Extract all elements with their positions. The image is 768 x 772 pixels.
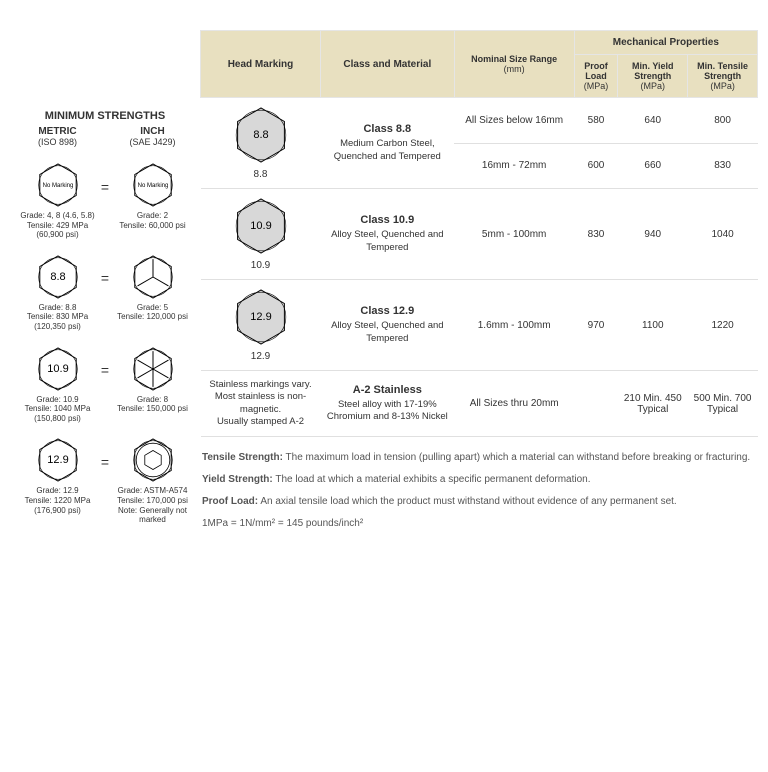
yield-cell: 1100 — [618, 280, 688, 371]
inch-info: Grade: 8Tensile: 150,000 psi — [107, 395, 198, 424]
definitions: Tensile Strength: The maximum load in te… — [200, 447, 758, 543]
metric-info: Grade: 10.9Tensile: 1040 MPa(150,800 psi… — [12, 395, 103, 424]
inch-sub: (SAE J429) — [129, 137, 175, 147]
yield-cell: 660 — [618, 143, 688, 189]
head-marking-cell: 8.88.8 — [201, 98, 321, 189]
strength-table: Head Marking Class and Material Nominal … — [200, 30, 758, 437]
class-cell: Class 12.9Alloy Steel, Quenched and Temp… — [321, 280, 455, 371]
metric-hex-icon: No Marking — [20, 162, 95, 211]
head-marking-cell: Stainless markings vary. Most stainless … — [201, 371, 321, 437]
left-column: MINIMUM STRENGTHS METRIC (ISO 898) INCH … — [10, 30, 200, 525]
def-tensile-text: The maximum load in tension (pulling apa… — [283, 452, 750, 463]
svg-text:No Marking: No Marking — [137, 183, 168, 189]
svg-text:10.9: 10.9 — [47, 363, 68, 375]
right-column: Head Marking Class and Material Nominal … — [200, 30, 758, 543]
tensile-cell: 1040 — [688, 189, 758, 280]
metric-hex-icon: 12.9 — [20, 437, 95, 486]
tensile-cell: 500 Min. 700 Typical — [688, 371, 758, 437]
info-pair: Grade: 10.9Tensile: 1040 MPa(150,800 psi… — [10, 395, 200, 424]
hex-pair: 10.9 = — [10, 346, 200, 395]
yield-cell: 640 — [618, 98, 688, 144]
tensile-cell: 830 — [688, 143, 758, 189]
th-yield: Min. Yield Strength(MPa) — [618, 55, 688, 98]
left-title: MINIMUM STRENGTHS — [10, 110, 200, 122]
info-pair: Grade: 8.8Tensile: 830 MPa(120,350 psi) … — [10, 303, 200, 332]
svg-text:12.9: 12.9 — [47, 454, 68, 466]
svg-text:10.9: 10.9 — [250, 220, 271, 232]
size-cell: 5mm - 100mm — [454, 189, 574, 280]
def-proof-label: Proof Load: — [202, 496, 258, 507]
metric-hex-icon: 10.9 — [20, 346, 95, 395]
def-yield-text: The load at which a material exhibits a … — [273, 474, 591, 485]
class-cell: A-2 StainlessSteel alloy with 17-19% Chr… — [321, 371, 455, 437]
equals-sign: = — [95, 270, 115, 286]
size-cell: 16mm - 72mm — [454, 143, 574, 189]
hex-pair: 8.8 = — [10, 254, 200, 303]
equals-sign: = — [95, 179, 115, 195]
proof-cell: 970 — [574, 280, 618, 371]
metric-info: Grade: 8.8Tensile: 830 MPa(120,350 psi) — [12, 303, 103, 332]
def-yield-label: Yield Strength: — [202, 474, 273, 485]
th-tensile: Min. Tensile Strength(MPa) — [688, 55, 758, 98]
inch-hex-icon — [115, 437, 190, 486]
metric-head: METRIC — [38, 126, 76, 137]
left-header: METRIC (ISO 898) INCH (SAE J429) — [10, 126, 200, 148]
svg-text:8.8: 8.8 — [253, 129, 268, 141]
def-tensile-label: Tensile Strength: — [202, 452, 283, 463]
svg-text:8.8: 8.8 — [50, 271, 65, 283]
proof-cell: 830 — [574, 189, 618, 280]
yield-cell: 940 — [618, 189, 688, 280]
class-cell: Class 10.9Alloy Steel, Quenched and Temp… — [321, 189, 455, 280]
inch-info: Grade: 2Tensile: 60,000 psi — [107, 211, 198, 240]
inch-info: Grade: ASTM-A574Tensile: 170,000 psiNote… — [107, 486, 198, 524]
size-cell: All Sizes below 16mm — [454, 98, 574, 144]
th-class: Class and Material — [321, 31, 455, 98]
info-pair: Grade: 12.9Tensile: 1220 MPa(176,900 psi… — [10, 486, 200, 524]
proof-cell: 600 — [574, 143, 618, 189]
inch-hex-icon — [115, 346, 190, 395]
metric-hex-icon: 8.8 — [20, 254, 95, 303]
equals-sign: = — [95, 362, 115, 378]
inch-head: INCH — [140, 126, 164, 137]
inch-info: Grade: 5Tensile: 120,000 psi — [107, 303, 198, 332]
def-proof-text: An axial tensile load which the product … — [258, 496, 677, 507]
metric-info: Grade: 4, 8 (4.6, 5.8)Tensile: 429 MPa(6… — [12, 211, 103, 240]
def-units: 1MPa = 1N/mm² = 145 pounds/inch² — [202, 517, 756, 531]
th-proof: Proof Load(MPa) — [574, 55, 618, 98]
metric-sub: (ISO 898) — [38, 137, 77, 147]
hex-pair: No Marking = No Marking — [10, 162, 200, 211]
info-pair: Grade: 4, 8 (4.6, 5.8)Tensile: 429 MPa(6… — [10, 211, 200, 240]
tensile-cell: 800 — [688, 98, 758, 144]
th-head-marking: Head Marking — [201, 31, 321, 98]
inch-hex-icon: No Marking — [115, 162, 190, 211]
head-marking-cell: 10.910.9 — [201, 189, 321, 280]
size-cell: All Sizes thru 20mm — [454, 371, 574, 437]
inch-hex-icon — [115, 254, 190, 303]
th-mech: Mechanical Properties — [574, 31, 757, 55]
equals-sign: = — [95, 454, 115, 470]
svg-text:12.9: 12.9 — [250, 311, 271, 323]
size-cell: 1.6mm - 100mm — [454, 280, 574, 371]
hex-pair: 12.9 = — [10, 437, 200, 486]
th-nominal: Nominal Size Range (mm) — [454, 31, 574, 98]
svg-text:No Marking: No Marking — [42, 183, 73, 189]
proof-cell — [574, 371, 618, 437]
class-cell: Class 8.8Medium Carbon Steel, Quenched a… — [321, 98, 455, 189]
tensile-cell: 1220 — [688, 280, 758, 371]
yield-cell: 210 Min. 450 Typical — [618, 371, 688, 437]
head-marking-cell: 12.912.9 — [201, 280, 321, 371]
metric-info: Grade: 12.9Tensile: 1220 MPa(176,900 psi… — [12, 486, 103, 524]
proof-cell: 580 — [574, 98, 618, 144]
